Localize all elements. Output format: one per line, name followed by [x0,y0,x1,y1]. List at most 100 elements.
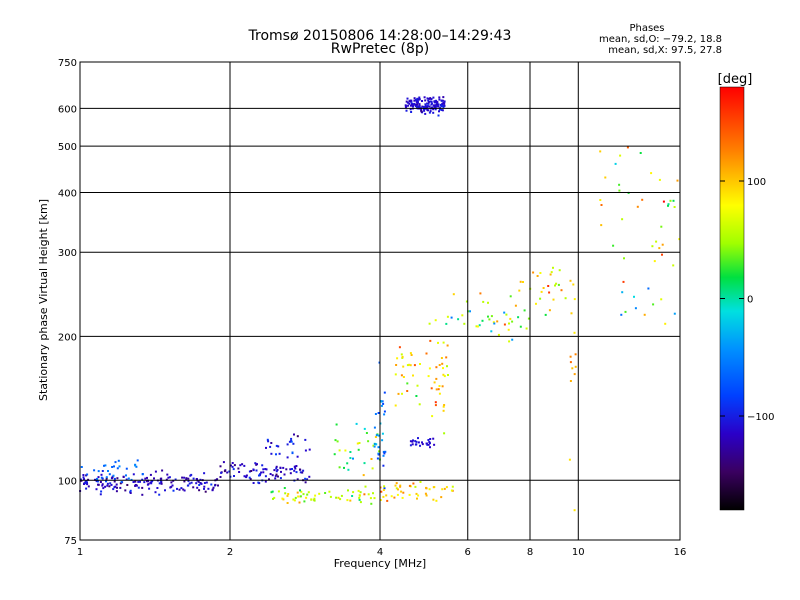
data-point [539,272,542,274]
data-point [532,271,535,274]
data-point [257,481,260,484]
data-point [287,493,290,495]
data-point [428,105,431,108]
data-point [437,114,440,117]
data-point [132,481,135,483]
data-point [347,468,350,471]
data-point [267,440,270,443]
data-point [372,444,375,447]
data-point [434,106,437,109]
data-point [412,103,415,106]
data-point [434,404,437,407]
data-point [400,490,403,493]
data-point [104,485,107,488]
data-point [271,474,274,477]
data-point [349,457,352,459]
data-point [673,312,676,315]
data-point [414,98,417,101]
data-point [431,415,434,418]
data-point [428,367,431,370]
data-point [302,469,305,472]
data-point [417,106,420,109]
data-point [432,498,435,501]
data-point [346,499,349,502]
data-point [435,499,438,502]
data-point [248,476,251,479]
data-point [432,108,435,111]
data-point [412,374,414,377]
x-tick-label: 10 [572,547,585,558]
data-point [274,477,277,480]
data-point [207,487,210,490]
data-point [497,333,500,336]
data-point [437,105,440,108]
data-point [285,468,288,471]
data-point [273,496,276,499]
data-point [427,102,430,105]
data-point [370,502,373,505]
data-point [442,409,445,412]
data-point [431,102,434,105]
data-point [550,271,553,274]
data-point [115,483,118,486]
data-point [299,468,301,471]
data-point [415,395,418,397]
data-point [310,498,313,501]
data-point [400,374,403,377]
data-point [226,471,229,474]
data-point [673,206,676,208]
data-point [127,477,130,480]
data-point [661,253,663,256]
data-point [442,106,445,109]
data-point [203,482,206,484]
data-point [303,500,306,503]
data-point [167,476,170,479]
data-point [552,266,554,269]
data-point [438,385,441,387]
data-point [416,384,419,387]
data-point [415,440,418,443]
data-point [440,109,443,111]
data-point [110,483,113,486]
data-point [111,466,114,468]
data-point [166,473,169,476]
y-tick-label: 600 [58,104,77,115]
data-point [396,357,399,360]
data-point [101,483,104,486]
data-point [265,468,268,471]
data-point [299,471,302,474]
data-point [410,100,413,103]
data-point [651,245,654,248]
y-tick-label: 750 [58,58,77,69]
data-point [129,489,132,492]
data-point [109,482,112,485]
data-point [382,495,385,498]
data-point [217,484,219,487]
data-point [144,477,147,480]
data-point [376,457,379,460]
data-point [664,322,667,325]
data-point [535,302,537,305]
data-point [264,475,267,478]
data-point [186,484,189,487]
data-point [185,477,188,480]
data-point [270,442,273,444]
data-point [442,405,445,408]
data-point [441,385,444,388]
data-point [413,99,416,102]
data-point [203,485,206,488]
data-point [442,367,444,370]
y-tick-label: 300 [58,248,77,259]
data-point [508,340,511,343]
data-point [260,471,263,474]
data-point [641,198,644,201]
data-point [358,494,361,497]
data-point [374,436,377,438]
data-point [290,437,293,440]
data-point [293,433,295,436]
data-point [429,446,431,449]
data-point [599,150,602,153]
data-point [84,482,87,485]
data-point [397,488,399,491]
